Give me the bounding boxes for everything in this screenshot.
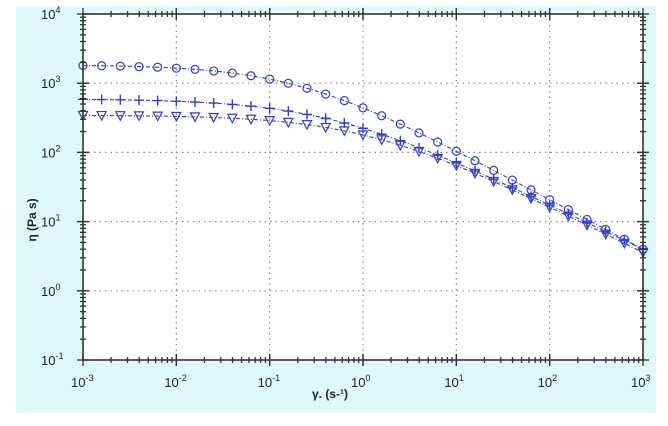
circle-marker-icon [153,62,163,72]
plus-marker-icon [358,123,368,134]
plus-marker-icon [171,96,182,107]
triangle-marker-icon [525,193,537,205]
triangle-marker-icon [301,120,313,131]
triangle-marker-icon [96,110,108,122]
plus-marker-icon [190,97,200,108]
x-tick-label: 101 [444,373,463,390]
triangle-marker-icon [469,168,481,180]
triangle-marker-icon [544,202,556,214]
circle-marker-icon [265,74,275,84]
circle-marker-icon [377,111,387,121]
triangle-marker-icon [152,111,164,122]
circle-marker-icon [451,146,461,156]
triangle-marker-icon [450,161,462,172]
x-tick-label: 100 [351,373,370,390]
chart-figure: 10-3 10-2 10-1 100 101 102 103 10-1 100 101 102 10… [16,6,656,413]
plus-marker-icon [208,98,219,109]
circle-marker-icon [97,61,107,71]
plus-marker-icon [376,129,387,140]
data-series [77,60,649,259]
x-tick-label: 10-2 [164,373,186,390]
triangle-marker-icon [432,153,444,165]
triangle-marker-icon [357,130,369,141]
y-axis-label: η (Pa s) [25,198,39,241]
circle-marker-icon [190,64,200,74]
triangle-marker-icon [581,220,593,231]
plus-marker-icon [134,95,144,106]
triangle-marker-icon [394,140,406,152]
y-tick-label: 102 [41,143,60,160]
circle-marker-icon [414,128,424,138]
y-tick-label: 103 [41,74,60,91]
circle-marker-icon [302,83,312,93]
y-tick-label: 10-1 [41,351,63,368]
triangle-marker-icon [488,176,500,188]
triangle-marker-icon [600,229,612,240]
circle-marker-icon [171,63,181,73]
plus-marker-icon [227,99,238,110]
circle-marker-icon [470,156,480,166]
triangle-marker-icon [413,146,425,158]
plus-marker-icon [264,103,275,114]
plus-marker-icon [432,150,443,161]
circle-marker-icon [339,96,349,106]
series-triangle [77,110,649,259]
x-tick-label: 10-3 [71,373,93,390]
circle-marker-icon [227,68,237,78]
triangle-marker-icon [264,116,276,127]
plus-marker-icon [320,113,331,124]
triangle-marker-icon [562,211,574,222]
triangle-marker-icon [618,238,630,250]
circle-marker-icon [246,71,256,81]
triangle-marker-icon [226,113,238,125]
plus-marker-icon [283,106,294,117]
triangle-marker-icon [376,135,388,146]
y-tick-label: 104 [41,6,60,22]
circle-marker-icon [358,103,368,113]
circle-marker-icon [283,78,293,88]
y-tick-label: 100 [41,282,60,299]
x-tick-label: 102 [538,373,557,390]
plot-background [83,14,643,360]
triangle-marker-icon [189,112,201,123]
triangle-marker-icon [506,185,518,196]
triangle-marker-icon [208,112,220,124]
triangle-marker-icon [245,114,257,126]
triangle-marker-icon [282,117,294,129]
circle-marker-icon [433,137,443,147]
plus-marker-icon [96,94,107,105]
x-tick-label: 10-1 [258,373,280,390]
circle-marker-icon [321,89,331,99]
circle-marker-icon [395,119,405,129]
y-tick-labels: 10-1 100 101 102 103 104 [41,6,63,368]
triangle-marker-icon [338,126,350,137]
x-tick-labels: 10-3 10-2 10-1 100 101 102 103 [71,373,650,390]
triangle-marker-icon [170,111,182,123]
circle-marker-icon [209,66,219,76]
plus-marker-icon [246,101,256,112]
plus-marker-icon [152,95,163,106]
plus-marker-icon [115,94,126,105]
triangle-marker-icon [133,111,145,122]
triangle-marker-icon [114,111,126,122]
y-tick-label: 101 [41,213,60,230]
triangle-marker-icon [320,122,332,134]
x-tick-label: 103 [631,373,650,390]
circle-marker-icon [134,62,144,72]
axes [77,8,649,366]
plot-area [83,14,643,360]
x-axis-label: γ. (s-¹) [312,387,348,401]
chart-plot: 10-3 10-2 10-1 100 101 102 103 10-110010110210… [25,6,650,401]
circle-marker-icon [115,61,125,71]
plus-marker-icon [302,109,312,120]
